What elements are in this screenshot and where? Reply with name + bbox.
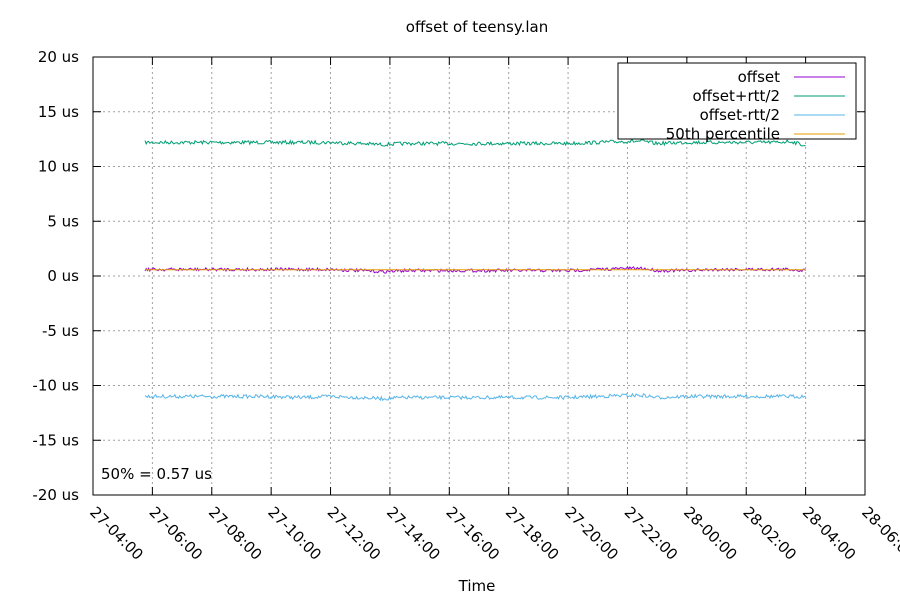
x-tick-label: 27-14:00: [383, 503, 444, 564]
median-annotation: 50% = 0.57 us: [101, 465, 212, 483]
y-tick-label: -20 us: [32, 486, 79, 504]
legend-label: offset+rtt/2: [692, 87, 780, 105]
series-layer: [144, 139, 806, 402]
y-tick-label: -10 us: [32, 377, 79, 395]
legend-label: offset-rtt/2: [700, 106, 780, 124]
x-tick-label: 28-04:00: [799, 503, 860, 564]
y-tick-label: 20 us: [38, 48, 79, 66]
x-tick-label: 27-12:00: [324, 503, 385, 564]
y-tick-label: 0 us: [47, 267, 79, 285]
legend-label: 50th percentile: [666, 125, 780, 143]
series-line-offset-rtt-2: [144, 139, 806, 147]
x-tick-label: 27-10:00: [264, 503, 325, 564]
chart-title: offset of teensy.lan: [406, 18, 548, 36]
y-tick-label: -5 us: [42, 322, 79, 340]
x-axis-label: Time: [458, 577, 496, 595]
y-tick-label: 5 us: [47, 212, 79, 230]
y-axis: 20 us 15 us 10 us 5 us 0 us -5 us -10 us -15 us…: [32, 48, 865, 504]
x-tick-label: 27-20:00: [561, 503, 622, 564]
series-line-offset-rtt-2: [144, 392, 806, 402]
legend-label: offset: [738, 68, 781, 86]
x-tick-label: 27-22:00: [621, 503, 682, 564]
series-line-offset: [144, 265, 806, 274]
y-tick-label: 10 us: [38, 158, 79, 176]
y-tick-label: -15 us: [32, 431, 79, 449]
x-tick-label: 27-06:00: [146, 503, 207, 564]
x-tick-label: 27-04:00: [86, 503, 147, 564]
x-tick-label: 27-18:00: [502, 503, 563, 564]
x-tick-label: 28-00:00: [680, 503, 741, 564]
y-tick-label: 15 us: [38, 103, 79, 121]
x-tick-label: 27-16:00: [442, 503, 503, 564]
x-tick-label: 27-08:00: [205, 503, 266, 564]
legend-box: [617, 62, 857, 140]
x-tick-label: 28-06:00: [858, 503, 900, 564]
x-tick-label: 28-02:00: [739, 503, 800, 564]
